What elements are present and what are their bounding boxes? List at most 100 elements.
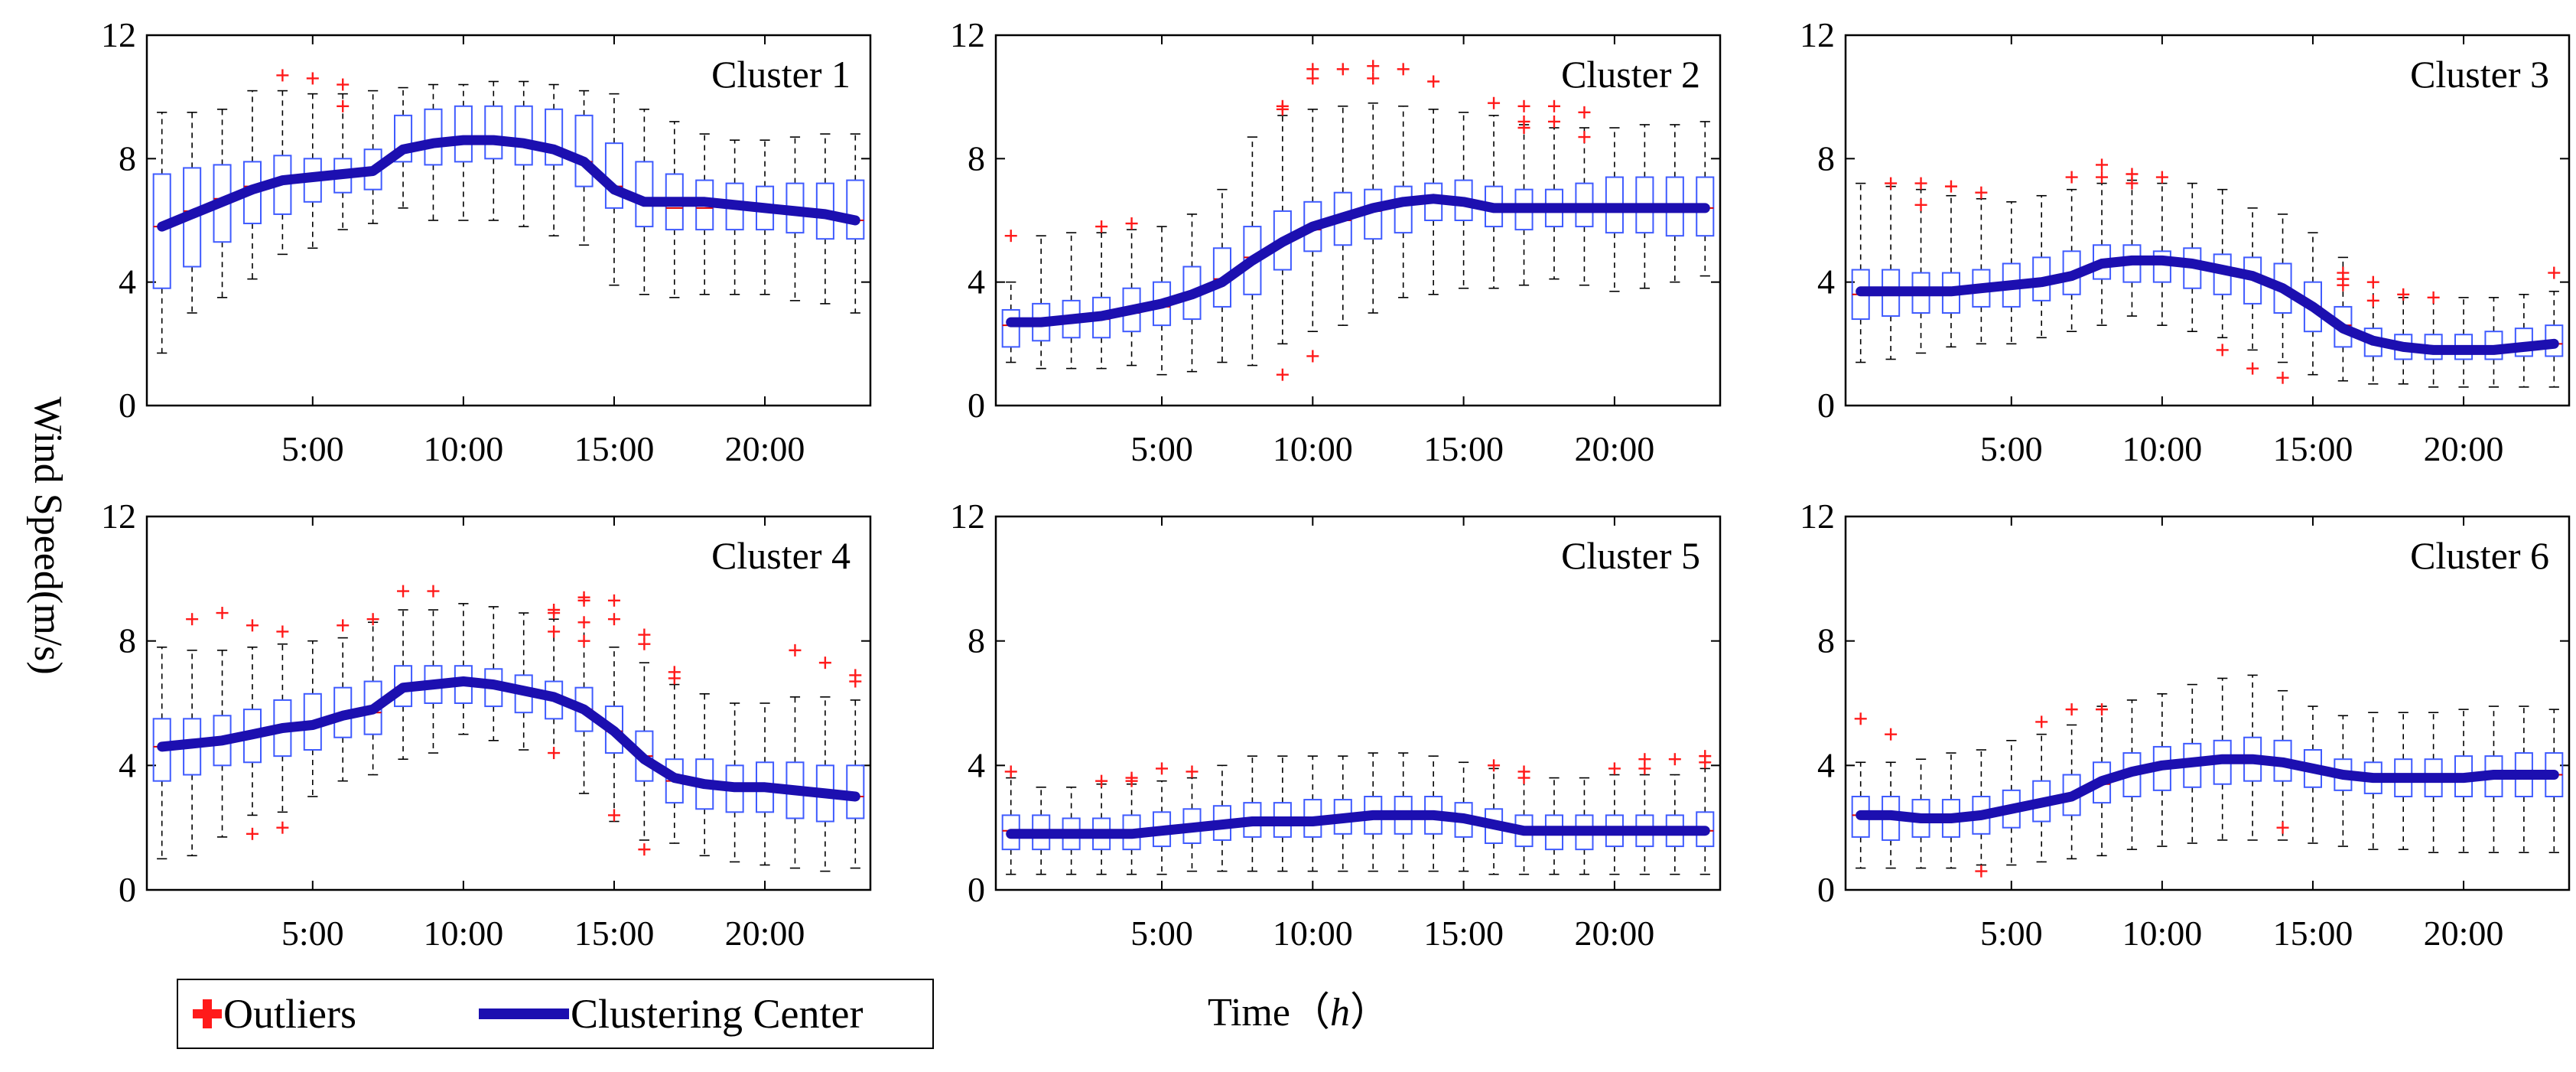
outlier-point — [789, 644, 802, 657]
outlier-point — [1517, 771, 1530, 784]
box-hour-9 — [1273, 755, 1292, 872]
clustering-center-line — [157, 135, 860, 232]
box-hour-4 — [1972, 197, 1991, 345]
box-iqr — [514, 105, 533, 166]
x-axis-title: Time（h） — [1208, 991, 1390, 1035]
outlier-point — [2366, 275, 2379, 288]
outlier-point — [2155, 171, 2168, 184]
outlier-point — [1004, 230, 1017, 243]
x-tick-label: 15:00 — [574, 429, 655, 468]
outlier-point — [638, 637, 651, 650]
outlier-point — [548, 747, 561, 760]
outlier-point — [427, 585, 440, 598]
box-hour-6 — [2032, 194, 2051, 339]
panel-label: Cluster 6 — [2410, 534, 2549, 577]
box-hour-23 — [846, 699, 865, 869]
outlier-point — [2065, 171, 2078, 184]
y-tick-label: 12 — [950, 15, 985, 54]
box-hour-3 — [1941, 194, 1960, 348]
outlier-point — [818, 657, 831, 670]
box-iqr — [394, 114, 413, 163]
y-axis-title: Wind Speed(m/s) — [26, 396, 70, 674]
outlier-point — [276, 821, 289, 834]
clustering-center-line — [1006, 194, 1710, 327]
box-hour-20 — [1605, 774, 1624, 875]
clustering-center-line — [1856, 754, 2559, 823]
box-iqr — [604, 142, 623, 209]
x-tick-label: 15:00 — [2273, 914, 2353, 953]
box-hour-9 — [424, 83, 443, 221]
outlier-point — [1578, 131, 1591, 144]
outlier-point — [1276, 368, 1289, 381]
x-tick-label: 20:00 — [2424, 914, 2504, 953]
outlier-point — [186, 613, 199, 626]
box-iqr — [424, 108, 443, 166]
outlier-point — [1186, 765, 1199, 778]
box-hour-18 — [695, 692, 714, 857]
outlier-point — [2065, 703, 2078, 716]
box-hour-22 — [2514, 293, 2533, 388]
x-tick-label: 15:00 — [1423, 429, 1504, 468]
y-tick-label: 0 — [119, 870, 136, 909]
outlier-point — [1336, 63, 1349, 76]
box-hour-23 — [1696, 767, 1715, 875]
outlier-point — [1095, 220, 1108, 233]
outlier-point — [1914, 177, 1927, 190]
outlier-point — [1125, 217, 1138, 230]
box-hour-3 — [1092, 232, 1111, 370]
box-iqr — [846, 179, 865, 240]
y-tick-label: 8 — [119, 138, 136, 178]
outlier-point — [1854, 712, 1867, 725]
outlier-point — [2427, 291, 2440, 304]
box-hour-5 — [2002, 200, 2021, 345]
box-hour-23 — [2545, 709, 2564, 853]
box-hour-3 — [1941, 752, 1960, 869]
x-axis-title-unit: h — [1330, 991, 1350, 1035]
y-tick-label: 0 — [968, 870, 985, 909]
clustering-center-line — [1006, 810, 1710, 839]
x-tick-label: 5:00 — [1130, 914, 1193, 953]
outlier-point — [1608, 762, 1621, 775]
box-hour-6 — [333, 93, 353, 230]
outlier-point — [1944, 180, 1957, 193]
y-tick-label: 4 — [968, 745, 985, 784]
outlier-point — [1699, 756, 1712, 769]
box-hour-21 — [785, 136, 805, 301]
x-tick-label: 15:00 — [1423, 914, 1504, 953]
legend-outlier-marker — [193, 999, 222, 1028]
x-axis-title-paren-left: （ — [1290, 991, 1330, 1035]
outlier-point — [1885, 728, 1898, 741]
outlier-point — [1095, 774, 1108, 787]
box-hour-20 — [756, 139, 775, 295]
y-tick-label: 8 — [968, 138, 985, 178]
box-iqr — [454, 105, 473, 163]
box-hour-7 — [363, 621, 382, 776]
box-hour-0 — [1851, 182, 1870, 363]
outlier-point — [607, 809, 620, 822]
box-hour-21 — [1635, 774, 1654, 875]
x-tick-label: 10:00 — [1273, 429, 1353, 468]
outlier-point — [397, 585, 410, 598]
panel-6: 0 4 8 12 5:00 10:00 15:00 20:00 Cluster 6 — [1800, 497, 2571, 953]
box-hour-10 — [454, 603, 473, 735]
outlier-point — [577, 616, 590, 629]
outlier-point — [1306, 72, 1319, 85]
outlier-point — [1276, 103, 1289, 116]
box-hour-21 — [2484, 297, 2503, 388]
y-tick-label: 8 — [968, 621, 985, 660]
panel-frame — [994, 515, 1722, 891]
x-axis-title-main: Time — [1208, 991, 1290, 1035]
box-hour-17 — [665, 683, 684, 844]
panel-frame — [1844, 34, 2571, 407]
y-tick-label: 12 — [101, 15, 136, 54]
box-hour-11 — [484, 80, 503, 221]
outlier-point — [1668, 753, 1681, 766]
x-tick-label: 5:00 — [1980, 429, 2043, 468]
y-tick-label: 12 — [950, 497, 985, 536]
outlier-point — [548, 625, 561, 638]
panel-3: 0 4 8 12 5:00 10:00 15:00 20:00 Cluster 3 — [1800, 15, 2571, 468]
box-hour-5 — [303, 93, 322, 249]
panel-frame — [1844, 515, 2571, 891]
outlier-point — [337, 619, 350, 632]
